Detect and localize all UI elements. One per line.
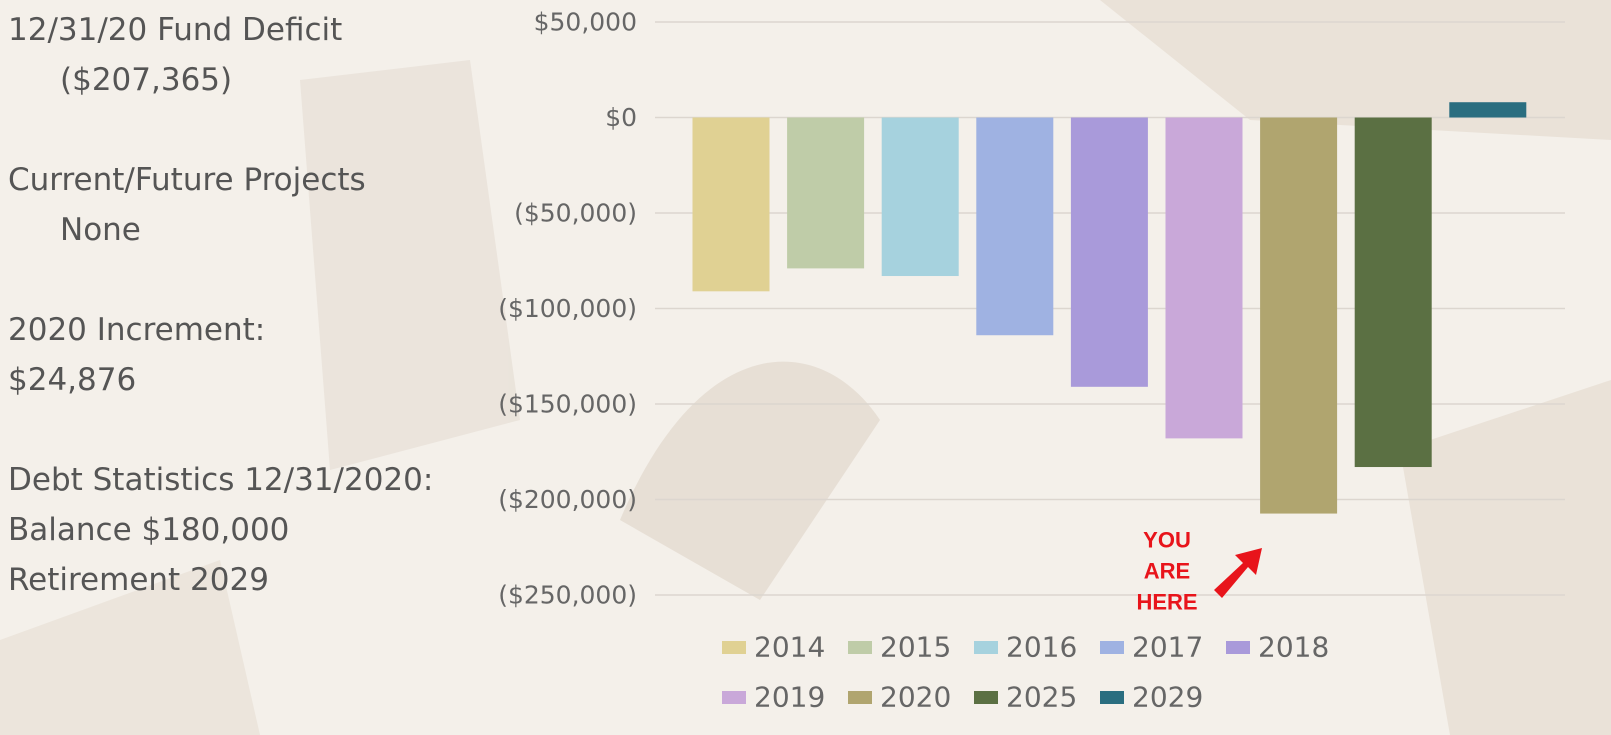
bar: [881, 117, 959, 277]
legend-swatch: [1226, 641, 1250, 654]
shape: [0, 560, 260, 735]
legend-swatch: [848, 691, 872, 704]
y-tick-label: $0: [605, 103, 637, 132]
legend-label: 2017: [1132, 631, 1203, 664]
legend-swatch: [1100, 691, 1124, 704]
shape: [1400, 380, 1611, 735]
sidebar-heading: Debt Statistics 12/31/2020:: [8, 462, 433, 498]
y-tick-label: ($50,000): [514, 199, 637, 228]
sidebar-heading: 12/31/20 Fund Deficit: [8, 12, 342, 48]
bar: [1449, 102, 1527, 118]
sidebar-heading: Current/Future Projects: [8, 162, 366, 198]
legend-label: 2025: [1006, 681, 1077, 714]
bar: [692, 117, 770, 292]
sidebar-heading: 2020 Increment:: [8, 312, 265, 348]
y-tick-label: ($250,000): [498, 581, 637, 610]
sidebar: 12/31/20 Fund Deficit ($207,365) Current/F…: [8, 12, 433, 598]
legend-swatch: [722, 641, 746, 654]
legend-label: 2014: [754, 631, 825, 664]
bar: [976, 117, 1054, 336]
chart: ($250,000) ($200,000) ($150,000) ($100,000)…: [498, 8, 1565, 714]
y-tick-label: $50,000: [534, 8, 637, 37]
legend-swatch: [1100, 641, 1124, 654]
annotation: ARE: [1144, 559, 1190, 584]
legend-swatch: [974, 691, 998, 704]
y-tick-label: ($200,000): [498, 485, 637, 514]
bar: [1354, 117, 1432, 468]
shape: [620, 361, 880, 600]
y-tick-label: ($100,000): [498, 294, 637, 323]
sidebar-line: Retirement 2029: [8, 562, 269, 598]
legend-label: 2019: [754, 681, 825, 714]
legend-label: 2016: [1006, 631, 1077, 664]
legend-swatch: [974, 641, 998, 654]
annotation: YOU: [1143, 528, 1191, 553]
sidebar-line: None: [60, 212, 141, 248]
legend-label: 2015: [880, 631, 951, 664]
shape: [300, 60, 520, 470]
bar: [1260, 117, 1338, 514]
bar: [1070, 117, 1148, 387]
arrow: [1214, 548, 1262, 598]
sidebar-line: Balance $180,000: [8, 512, 289, 548]
bar: [1165, 117, 1243, 439]
legend-swatch: [722, 691, 746, 704]
legend-label: 2029: [1132, 681, 1203, 714]
legend-label: 2018: [1258, 631, 1329, 664]
y-tick-label: ($150,000): [498, 390, 637, 419]
sidebar-line: $24,876: [8, 362, 136, 398]
bar: [787, 117, 865, 269]
sidebar-line: ($207,365): [60, 62, 232, 98]
legend-swatch: [848, 641, 872, 654]
annotation: HERE: [1136, 590, 1197, 615]
legend-label: 2020: [880, 681, 951, 714]
